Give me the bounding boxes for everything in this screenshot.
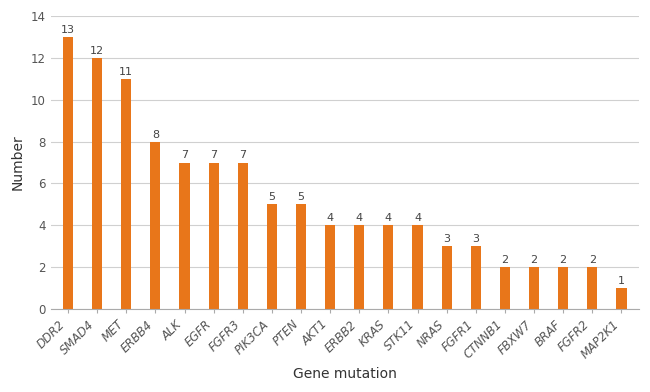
Text: 4: 4 <box>385 213 392 223</box>
Bar <box>121 79 131 309</box>
Text: 5: 5 <box>268 192 276 202</box>
Text: 2: 2 <box>530 255 538 265</box>
Text: 2: 2 <box>501 255 508 265</box>
Text: 4: 4 <box>356 213 363 223</box>
Bar <box>384 225 393 309</box>
Bar <box>587 267 597 309</box>
Text: 4: 4 <box>414 213 421 223</box>
Bar <box>529 267 539 309</box>
Text: 8: 8 <box>152 129 159 140</box>
Bar <box>150 142 161 309</box>
Text: 5: 5 <box>298 192 304 202</box>
Bar <box>92 58 102 309</box>
Bar <box>500 267 510 309</box>
Bar <box>296 204 306 309</box>
Bar <box>471 246 481 309</box>
Text: 2: 2 <box>560 255 567 265</box>
Text: 1: 1 <box>618 276 625 286</box>
Text: 12: 12 <box>90 46 104 56</box>
Bar <box>325 225 335 309</box>
Bar <box>238 163 248 309</box>
Text: 11: 11 <box>119 67 133 77</box>
Bar <box>63 37 73 309</box>
Text: 7: 7 <box>239 151 246 160</box>
Text: 3: 3 <box>443 234 450 244</box>
Bar <box>413 225 422 309</box>
Text: 7: 7 <box>181 151 188 160</box>
Text: 2: 2 <box>589 255 596 265</box>
X-axis label: Gene mutation: Gene mutation <box>292 367 396 381</box>
Text: 3: 3 <box>473 234 479 244</box>
Bar <box>441 246 452 309</box>
Y-axis label: Number: Number <box>11 134 25 191</box>
Text: 7: 7 <box>210 151 217 160</box>
Bar <box>179 163 190 309</box>
Bar <box>616 288 627 309</box>
Bar <box>266 204 277 309</box>
Text: 13: 13 <box>61 25 75 35</box>
Bar <box>354 225 365 309</box>
Bar <box>209 163 219 309</box>
Text: 4: 4 <box>326 213 333 223</box>
Bar <box>558 267 568 309</box>
